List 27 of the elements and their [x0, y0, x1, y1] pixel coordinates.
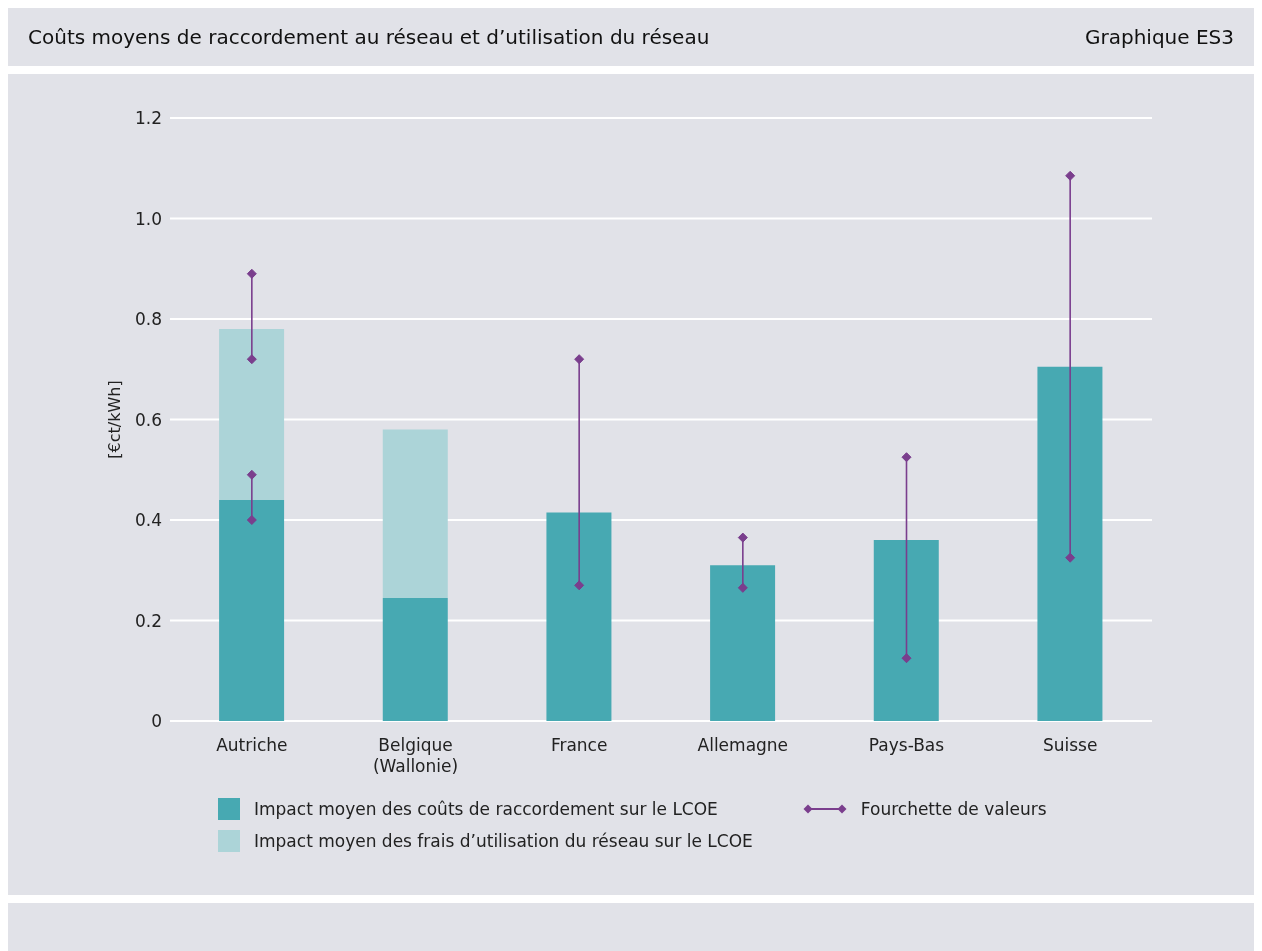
bar — [1037, 366, 1103, 721]
legend-label: Impact moyen des frais d’utilisation du réseau sur le LCOE — [254, 831, 753, 851]
legend-label: Impact moyen des coûts de raccordement sur le LCOE — [254, 799, 718, 819]
bar — [219, 329, 285, 500]
y-tick-label: 0.2 — [134, 610, 162, 631]
x-tick-label: Suisse — [1042, 735, 1098, 755]
chart-title: Coûts moyens de raccordement au réseau et d’utilisation du réseau — [28, 25, 710, 49]
x-tick-label: Belgique (Wallonie) — [372, 735, 459, 776]
y-tick-label: 0.8 — [134, 309, 162, 330]
y-tick-label: 0 — [151, 711, 162, 732]
y-tick-label: 1.2 — [134, 108, 162, 129]
y-axis-title: [€ct/kWh] — [105, 380, 124, 459]
x-tick-label: Allemagne — [697, 735, 789, 755]
x-tick-label: Pays-Bas — [868, 735, 945, 755]
bar — [382, 429, 448, 598]
bar — [710, 565, 776, 721]
bar — [546, 512, 612, 721]
legend-label: Fourchette de valeurs — [860, 799, 1047, 819]
bar — [873, 540, 939, 721]
bar — [382, 597, 448, 721]
chart-subtitle: Graphique ES3 — [1085, 25, 1234, 49]
y-tick-label: 0.6 — [134, 409, 162, 430]
bar — [219, 499, 285, 721]
x-tick-label: France — [550, 735, 608, 755]
y-tick-label: 0.4 — [134, 510, 162, 531]
y-tick-label: 1.0 — [134, 208, 162, 229]
x-tick-label: Autriche — [216, 735, 288, 755]
